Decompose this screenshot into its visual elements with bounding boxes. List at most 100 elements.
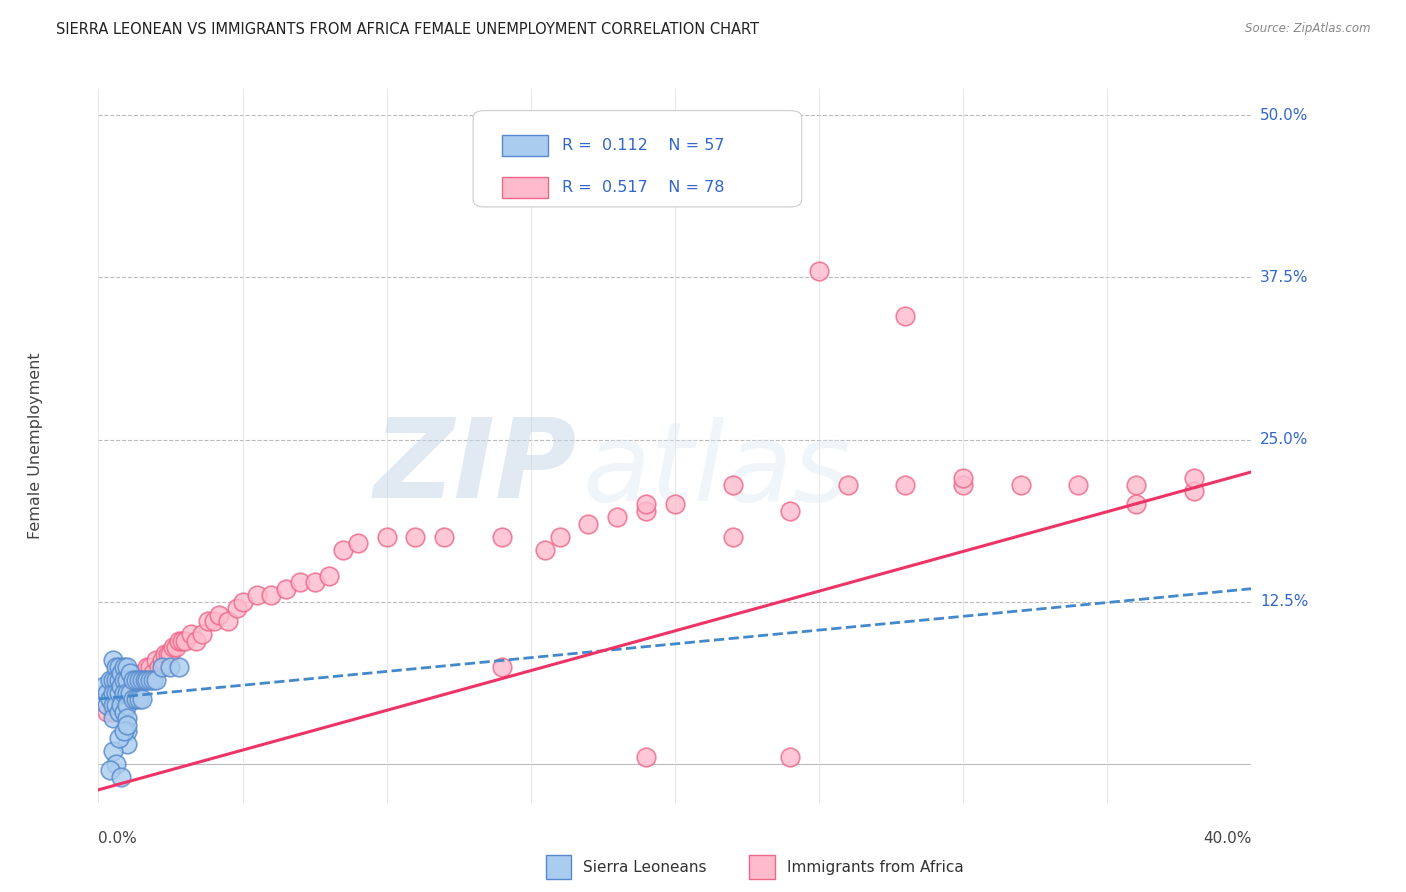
Point: [1182, 471, 1205, 485]
Point: [96, 685, 118, 699]
Point: [112, 673, 135, 687]
Point: [104, 692, 127, 706]
Point: [98, 764, 121, 778]
Point: [112, 685, 135, 699]
Point: [117, 724, 138, 739]
Point: [136, 673, 159, 687]
Point: [120, 679, 142, 693]
Point: [304, 575, 326, 590]
Point: [807, 264, 830, 278]
Text: R =  0.517    N = 78: R = 0.517 N = 78: [562, 180, 724, 195]
Point: [96, 705, 118, 719]
Point: [174, 633, 197, 648]
Point: [165, 640, 187, 654]
FancyBboxPatch shape: [502, 177, 548, 198]
Point: [104, 756, 127, 771]
Point: [191, 627, 214, 641]
Point: [159, 647, 181, 661]
Point: [110, 679, 132, 693]
Point: [167, 633, 190, 648]
Point: [721, 478, 744, 492]
Point: [128, 692, 150, 706]
Point: [131, 666, 153, 681]
Point: [107, 698, 129, 713]
Point: [112, 659, 135, 673]
Point: [606, 510, 628, 524]
Point: [125, 673, 148, 687]
Point: [110, 770, 132, 784]
Point: [534, 542, 557, 557]
Text: atlas: atlas: [582, 417, 851, 524]
Point: [332, 542, 354, 557]
Point: [98, 673, 121, 687]
Point: [107, 685, 129, 699]
Point: [112, 724, 135, 739]
Point: [117, 738, 138, 752]
Point: [101, 705, 124, 719]
Text: 40.0%: 40.0%: [1204, 831, 1251, 847]
Point: [1182, 484, 1205, 499]
Point: [260, 588, 283, 602]
Point: [117, 698, 138, 713]
Point: [952, 478, 974, 492]
Point: [101, 673, 124, 687]
Point: [721, 186, 744, 200]
Point: [664, 497, 686, 511]
Point: [134, 673, 156, 687]
Point: [346, 536, 368, 550]
FancyBboxPatch shape: [502, 135, 548, 156]
FancyBboxPatch shape: [472, 111, 801, 207]
Point: [117, 685, 138, 699]
Text: Sierra Leoneans: Sierra Leoneans: [583, 860, 707, 874]
Point: [112, 673, 135, 687]
Point: [136, 659, 159, 673]
Point: [122, 673, 145, 687]
Point: [117, 711, 138, 725]
Text: 0.0%: 0.0%: [98, 831, 138, 847]
Point: [156, 647, 179, 661]
Point: [170, 633, 193, 648]
Point: [104, 685, 127, 699]
Point: [491, 530, 513, 544]
Point: [139, 673, 162, 687]
Point: [779, 750, 801, 764]
Point: [107, 705, 129, 719]
Text: 37.5%: 37.5%: [1260, 270, 1309, 285]
Point: [125, 692, 148, 706]
Point: [167, 659, 190, 673]
Point: [125, 673, 148, 687]
Point: [122, 673, 145, 687]
Text: Immigrants from Africa: Immigrants from Africa: [787, 860, 965, 874]
Point: [117, 673, 138, 687]
Point: [721, 530, 744, 544]
Point: [145, 673, 167, 687]
Point: [145, 653, 167, 667]
Point: [110, 698, 132, 713]
Point: [117, 673, 138, 687]
Point: [837, 478, 859, 492]
Point: [290, 575, 312, 590]
Point: [150, 653, 173, 667]
Text: SIERRA LEONEAN VS IMMIGRANTS FROM AFRICA FEMALE UNEMPLOYMENT CORRELATION CHART: SIERRA LEONEAN VS IMMIGRANTS FROM AFRICA…: [56, 22, 759, 37]
Point: [150, 659, 173, 673]
Point: [98, 692, 121, 706]
Point: [110, 679, 132, 693]
Point: [101, 653, 124, 667]
Text: R =  0.112    N = 57: R = 0.112 N = 57: [562, 138, 724, 153]
Point: [894, 310, 917, 324]
Point: [131, 692, 153, 706]
Point: [636, 497, 658, 511]
Point: [148, 659, 170, 673]
Point: [186, 633, 208, 648]
Point: [274, 582, 297, 596]
Point: [107, 659, 129, 673]
Text: Female Unemployment: Female Unemployment: [28, 352, 42, 540]
Point: [1125, 497, 1147, 511]
Point: [180, 627, 202, 641]
Point: [101, 698, 124, 713]
Point: [104, 679, 127, 693]
Point: [779, 504, 801, 518]
Point: [231, 595, 254, 609]
Point: [134, 673, 156, 687]
Point: [433, 530, 456, 544]
